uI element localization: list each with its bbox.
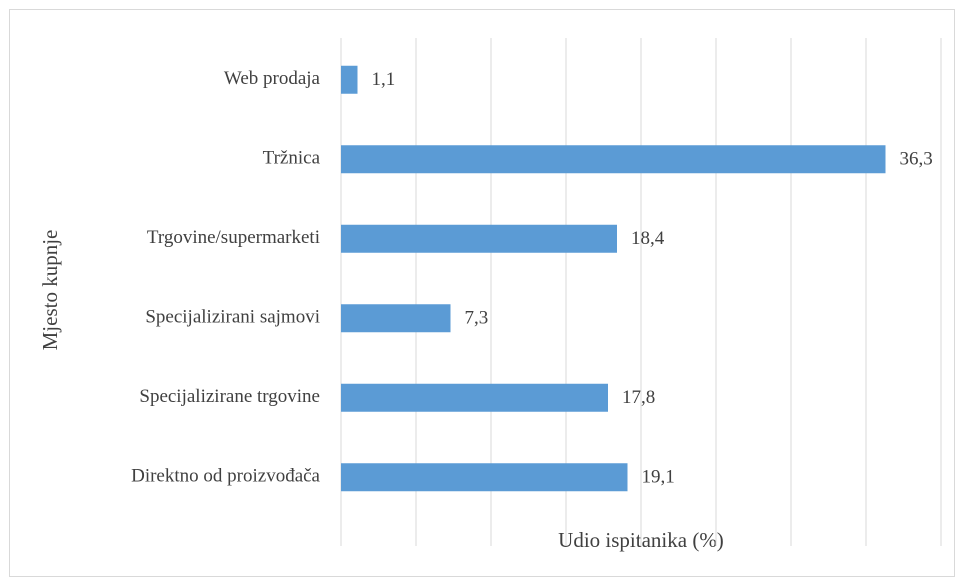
bar <box>341 463 628 492</box>
y-axis-label: Mjesto kupnje <box>38 230 62 351</box>
bar <box>341 224 617 253</box>
value-label: 7,3 <box>465 308 489 329</box>
bar <box>341 383 608 412</box>
y-tick-label: Specijalizirani sajmovi <box>145 307 320 328</box>
chart-frame <box>9 9 955 577</box>
y-tick-label: Web prodaja <box>224 68 321 89</box>
bar <box>341 65 358 94</box>
y-tick-label: Direktno od proizvođača <box>131 466 320 487</box>
value-label: 18,4 <box>631 228 665 249</box>
bar <box>341 304 451 333</box>
y-tick-label: Specijalizirane trgovine <box>139 386 320 407</box>
value-label: 17,8 <box>622 387 655 408</box>
y-tick-label: Tržnica <box>263 148 321 169</box>
bar <box>341 145 886 174</box>
y-tick-label: Trgovine/supermarketi <box>147 227 320 248</box>
value-label: 36,3 <box>900 149 933 170</box>
value-label: 1,1 <box>372 69 396 90</box>
value-label: 19,1 <box>642 467 675 488</box>
